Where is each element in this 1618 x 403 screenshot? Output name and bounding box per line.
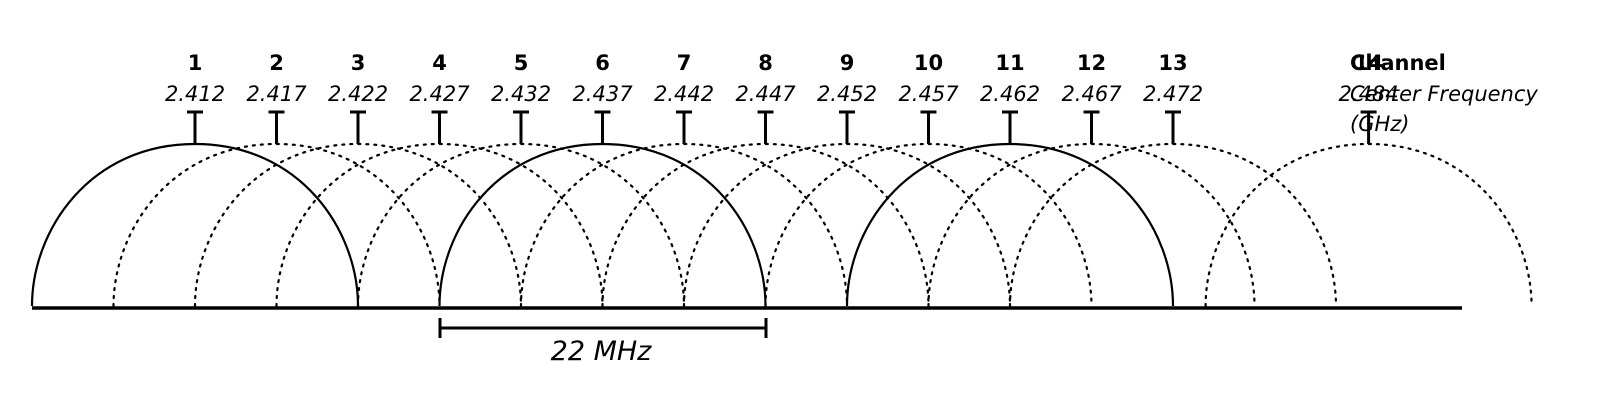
channel-ticks: [187, 110, 1377, 144]
channel-9-number: 9: [840, 51, 855, 75]
channel-2-frequency: 2.417: [246, 82, 307, 106]
channel-13-number: 13: [1158, 51, 1187, 75]
channel-4-number: 4: [432, 51, 447, 75]
channel-6-tick: [594, 110, 611, 144]
channel-7-arc: [519, 142, 849, 308]
channel-12-number: 12: [1077, 51, 1106, 75]
channel-11-frequency: 2.462: [980, 82, 1040, 106]
channel-14-frequency: 2.484: [1339, 82, 1399, 106]
channel-5-number: 5: [514, 51, 529, 75]
bandwidth-label: 22 MHz: [551, 336, 653, 367]
frequency-legend-label: Center Frequency: [1350, 82, 1538, 106]
channel-10-frequency: 2.457: [898, 82, 959, 106]
channel-4-frequency: 2.427: [409, 82, 470, 106]
channel-1-number: 1: [188, 51, 203, 75]
channel-7-tick: [676, 110, 692, 144]
channel-labels: 1 2.412 2 2.417 3 2.422 4 2.427 5 2.432 6 2.437 7 2.4…: [165, 51, 1399, 106]
channel-6-arc: [438, 142, 767, 307]
channel-8-arc: [601, 142, 930, 308]
channel-4-arc: [275, 142, 604, 308]
channel-1-frequency: 2.412: [165, 82, 225, 106]
channel-legend-label: Channel: [1350, 51, 1446, 75]
channel-5-tick: [513, 110, 529, 144]
channel-8-number: 8: [758, 51, 773, 75]
channel-2-tick: [268, 110, 285, 144]
channel-7-frequency: 2.442: [654, 82, 714, 106]
channel-9-frequency: 2.452: [817, 82, 877, 106]
channel-14-tick: [1360, 110, 1377, 144]
channel-4-tick: [431, 110, 448, 144]
channel-3-arc: [193, 142, 523, 308]
channel-14-arc: [1204, 142, 1533, 308]
channel-9-arc: [682, 142, 1012, 308]
channel-2-arc: [112, 142, 441, 308]
channel-13-frequency: 2.472: [1143, 82, 1203, 106]
frequency-legend-unit: (GHz): [1350, 112, 1409, 136]
channel-12-frequency: 2.467: [1061, 82, 1122, 106]
bandwidth-bracket: [438, 318, 768, 338]
channel-11-tick: [1002, 110, 1018, 144]
channel-1-tick: [187, 110, 203, 144]
channel-13-arc: [1008, 142, 1338, 308]
channel-12-tick: [1083, 110, 1100, 144]
channel-12-arc: [927, 142, 1256, 308]
channel-13-tick: [1165, 110, 1181, 144]
channel-8-frequency: 2.447: [735, 82, 796, 106]
channel-10-number: 10: [914, 51, 943, 75]
channel-2-number: 2: [269, 51, 284, 75]
channel-1-arc: [30, 142, 360, 307]
channel-arcs: [30, 142, 1533, 308]
channel-6-frequency: 2.437: [572, 82, 633, 106]
channel-9-tick: [839, 110, 855, 144]
channel-14-number: 14: [1354, 51, 1383, 75]
channel-7-number: 7: [677, 51, 692, 75]
channel-3-number: 3: [351, 51, 366, 75]
channel-5-frequency: 2.432: [491, 82, 551, 106]
channel-3-frequency: 2.422: [328, 82, 388, 106]
channel-10-arc: [764, 142, 1093, 308]
channel-3-tick: [350, 110, 366, 144]
channel-10-tick: [920, 110, 937, 144]
channel-11-number: 11: [995, 51, 1024, 75]
channel-11-arc: [845, 142, 1175, 307]
channel-8-tick: [757, 110, 774, 144]
channel-5-arc: [356, 142, 686, 308]
channel-6-number: 6: [595, 51, 610, 75]
